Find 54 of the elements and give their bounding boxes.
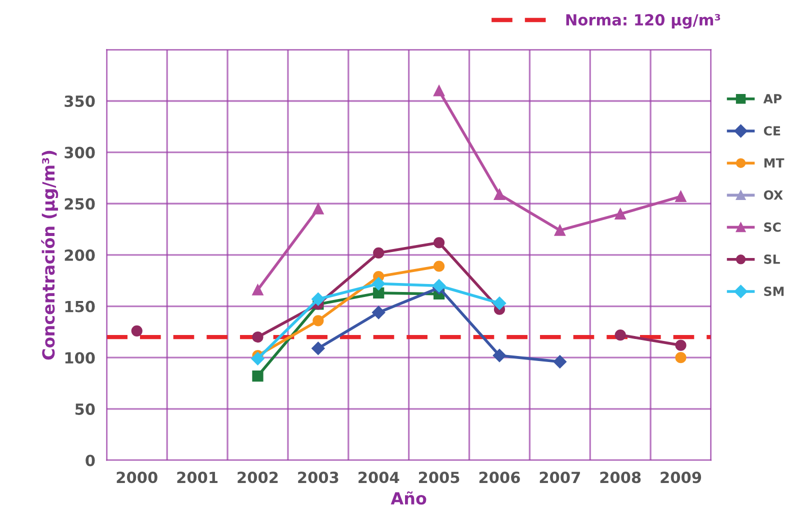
legend-label: CE	[764, 126, 780, 136]
point	[312, 292, 325, 306]
y-axis-title: Concentración (µg/m³)	[41, 150, 58, 360]
point	[312, 342, 325, 355]
point	[252, 332, 264, 343]
y-tick-label: 200	[64, 249, 95, 261]
point	[675, 340, 686, 351]
point	[675, 190, 686, 202]
point	[373, 287, 384, 298]
y-tick-label: 100	[65, 352, 95, 364]
point	[252, 284, 264, 296]
point	[553, 355, 566, 368]
point	[131, 325, 142, 336]
x-tick-label: 2000	[116, 472, 158, 484]
point	[372, 306, 386, 320]
point	[492, 348, 506, 362]
point	[433, 85, 445, 96]
point	[372, 277, 386, 290]
x-tick-label: 2008	[600, 472, 641, 484]
point	[312, 203, 324, 214]
point	[494, 188, 506, 200]
x-tick-label: 2004	[358, 472, 400, 484]
y-tick-label: 250	[64, 198, 95, 210]
x-tick-label: 2002	[238, 472, 278, 484]
x-tick-label: 2003	[298, 472, 338, 484]
x-tick-label: 2009	[660, 472, 702, 484]
legend-label: SC	[764, 222, 781, 232]
x-tick-label: 2001	[177, 472, 218, 484]
legend-label: SM	[764, 286, 784, 296]
point	[433, 260, 445, 272]
x-tick-label: 2007	[540, 472, 580, 484]
point	[614, 329, 626, 341]
x-tick-label: 2006	[479, 472, 520, 484]
point	[433, 237, 445, 248]
x-axis-title: Año	[390, 491, 426, 505]
y-tick-label: 50	[75, 403, 95, 415]
y-tick-label: 300	[64, 146, 95, 158]
y-tick-label: 350	[64, 95, 95, 108]
point	[492, 296, 506, 310]
x-tick-label: 2005	[418, 472, 460, 484]
legend-label: MT	[764, 158, 784, 168]
legend-label: OX	[764, 190, 783, 200]
point	[312, 315, 324, 326]
y-tick-label: 150	[65, 300, 95, 312]
point	[252, 370, 264, 382]
legend-label: SL	[764, 254, 780, 264]
point	[675, 352, 686, 364]
point	[554, 224, 566, 236]
legend-label: AP	[763, 94, 782, 104]
point	[373, 247, 384, 258]
legend-label: Norma: 120 µg/m³	[566, 14, 720, 29]
point	[614, 208, 626, 220]
point	[251, 352, 264, 366]
y-tick-label: 0	[86, 454, 95, 466]
